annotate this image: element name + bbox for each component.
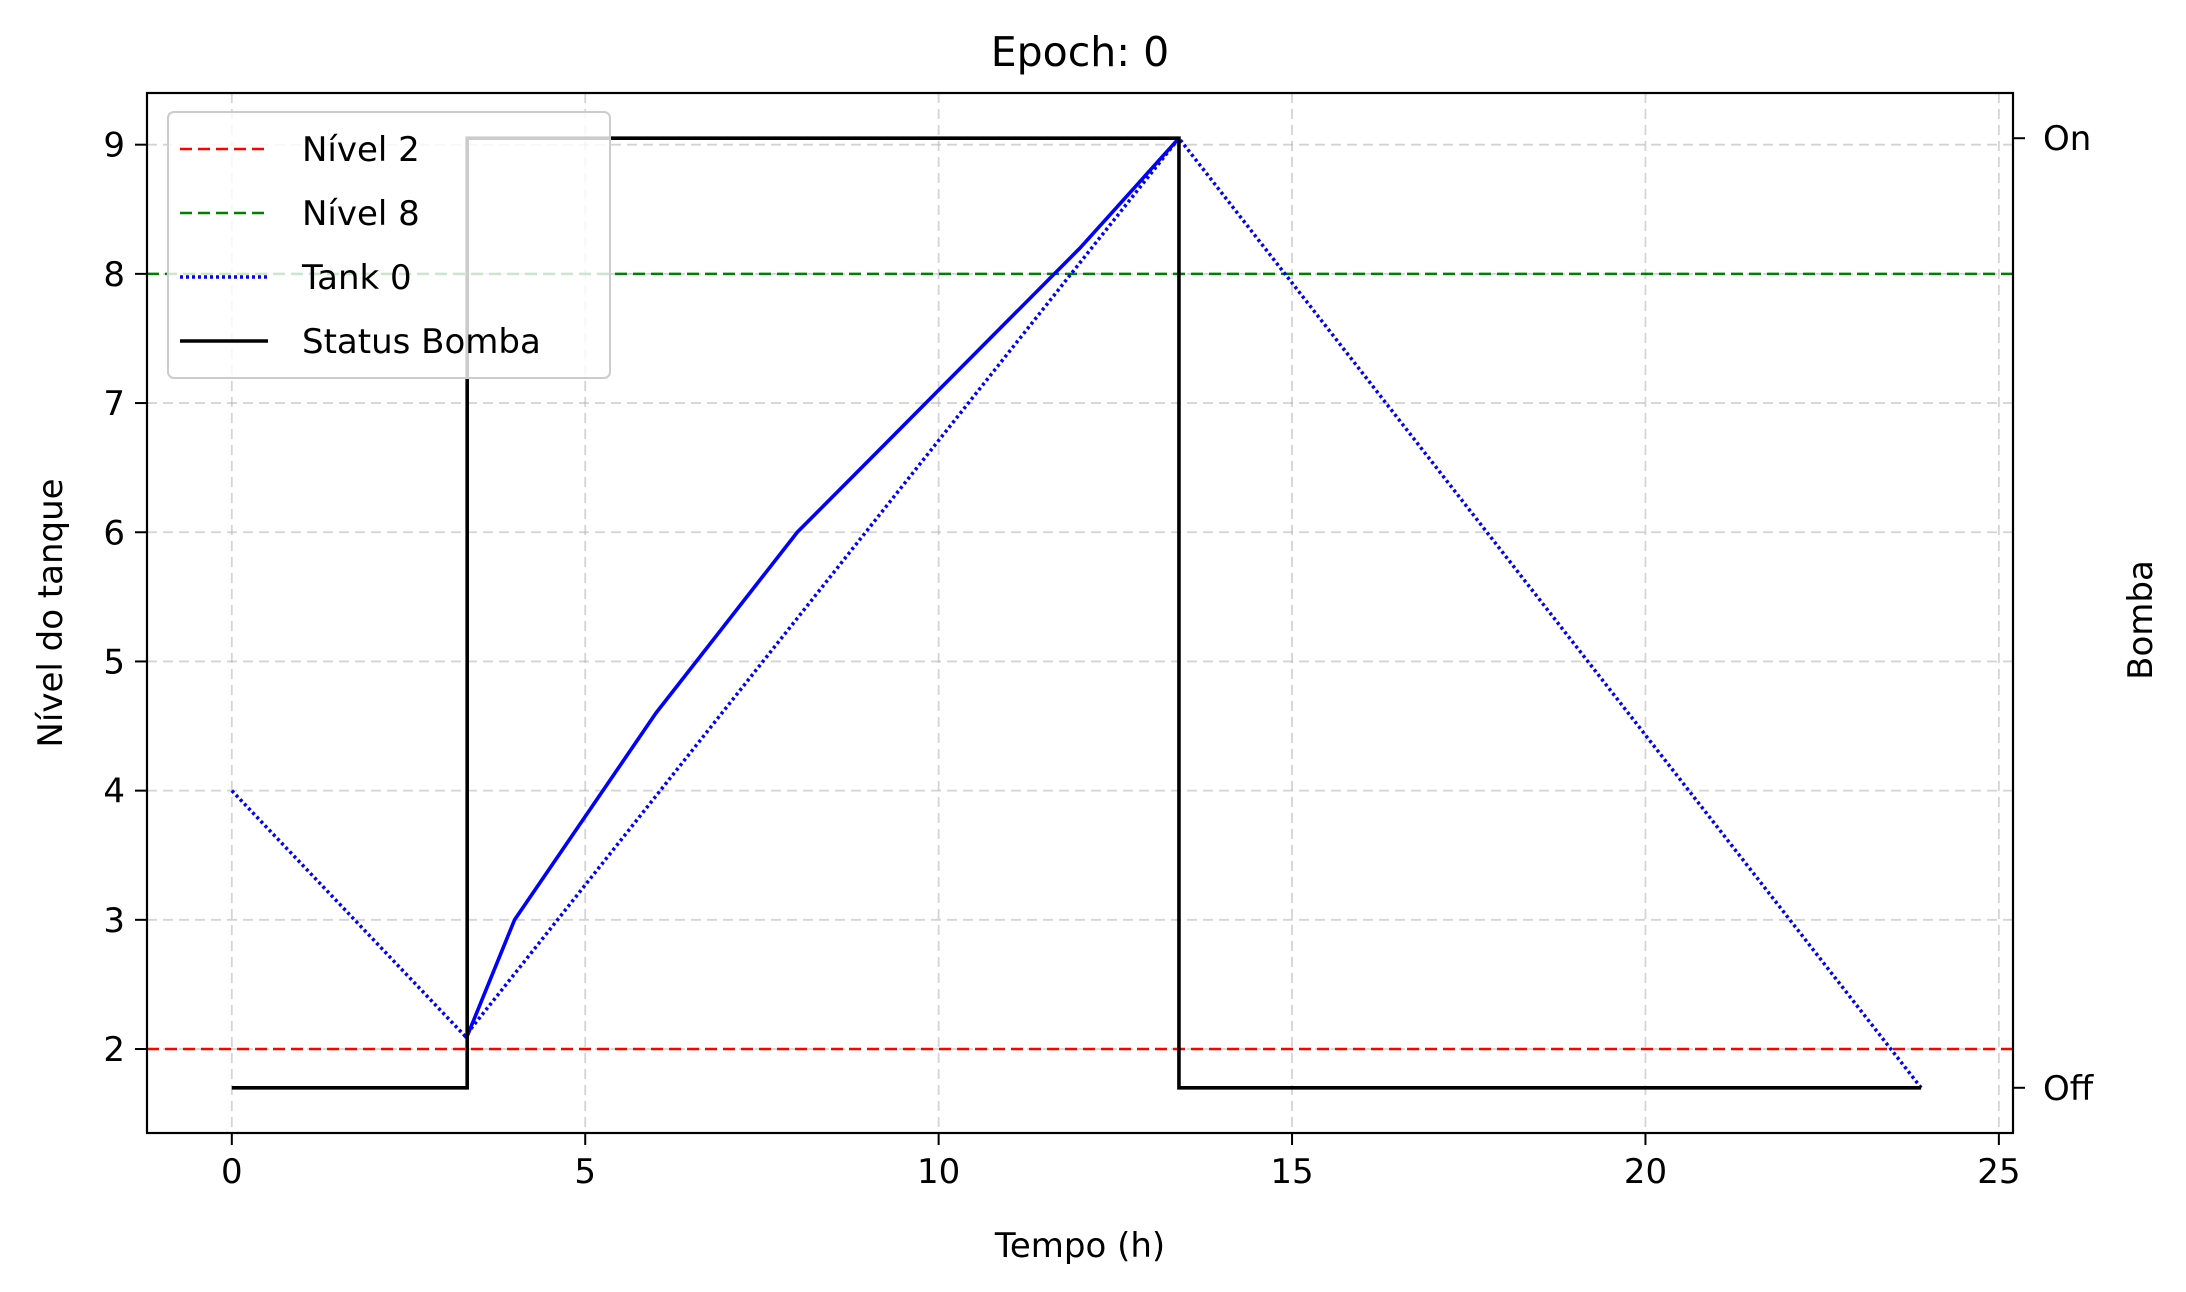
right-tick-label: Off [2043, 1069, 2095, 1109]
legend-label: Nível 2 [302, 130, 420, 170]
y-tick-label: 3 [103, 901, 125, 941]
tank-fill-segment [465, 137, 1181, 1037]
y-tick-label: 7 [103, 384, 125, 424]
x-tick-label: 5 [574, 1152, 596, 1192]
right-axis-label: Bomba [2121, 560, 2161, 680]
y-axis-ticks: 2 3 4 5 6 7 8 9 [103, 126, 147, 1070]
data-lines [230, 135, 1923, 1090]
x-tick-label: 20 [1624, 1152, 1667, 1192]
right-tick-label: On [2043, 119, 2091, 159]
legend: Nível 2 Nível 8 Tank 0 Status Bomba [167, 111, 611, 379]
x-tick-label: 0 [221, 1152, 243, 1192]
chart-title: Epoch: 0 [991, 28, 1169, 76]
y-tick-label: 9 [103, 126, 125, 166]
y-tick-label: 2 [103, 1030, 125, 1070]
series-line-3 [231, 136, 1922, 1090]
y-tick-label: 6 [103, 513, 125, 553]
x-tick-label: 25 [1977, 1152, 2020, 1192]
x-tick-label: 10 [917, 1152, 960, 1192]
x-axis-label: Tempo (h) [994, 1226, 1165, 1266]
plot-frame [145, 91, 2015, 1135]
legend-label: Tank 0 [301, 258, 412, 298]
y-axis-label: Nível do tanque [31, 478, 71, 747]
legend-label: Nível 8 [302, 194, 420, 234]
legend-label: Status Bomba [302, 322, 541, 362]
right-axis-ticks: On Off [2013, 119, 2095, 1109]
series-line-2 [230, 135, 1923, 1089]
legend-box [167, 111, 611, 379]
x-axis-ticks: 0 5 10 15 20 25 [221, 1133, 2020, 1192]
y-tick-label: 4 [103, 772, 125, 812]
y-tick-label: 8 [103, 255, 125, 295]
x-tick-label: 15 [1270, 1152, 1313, 1192]
y-tick-label: 5 [103, 642, 125, 682]
